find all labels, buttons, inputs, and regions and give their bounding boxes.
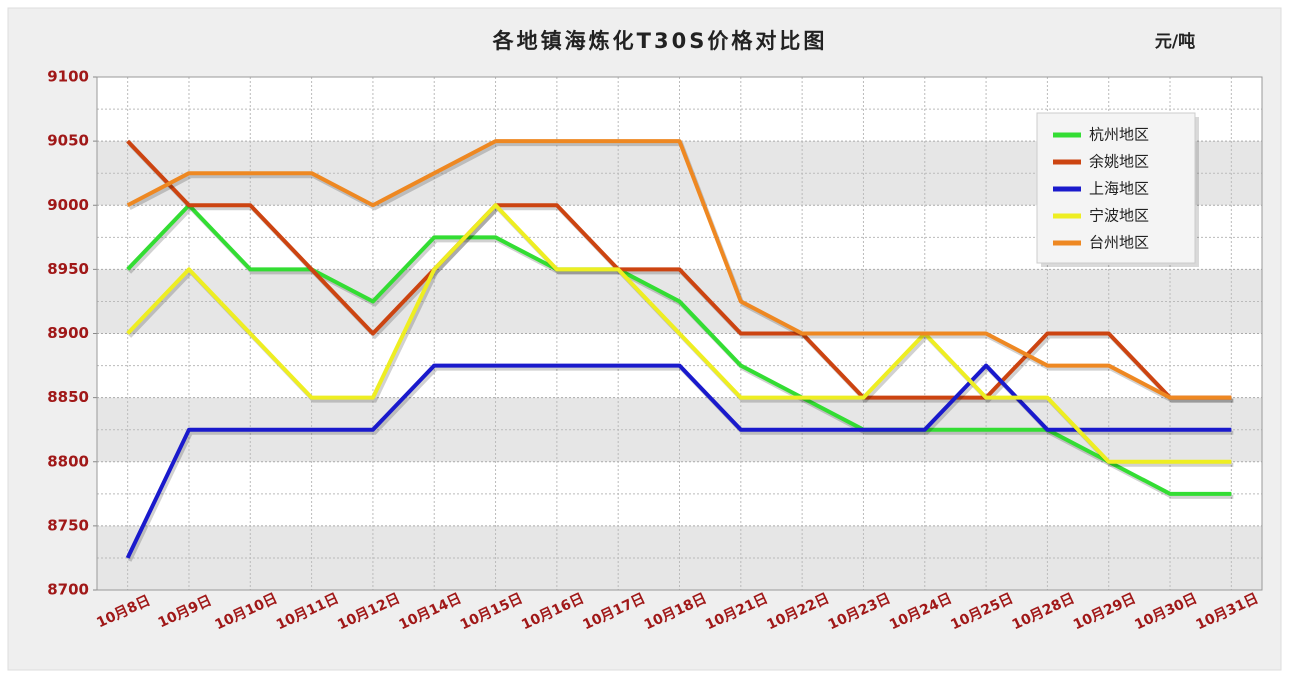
y-tick-label: 9050 <box>47 132 89 150</box>
y-tick-label: 9000 <box>47 196 89 214</box>
line-series <box>125 363 1232 559</box>
unit-label: 元/吨 <box>1155 31 1195 52</box>
y-tick-label: 8700 <box>47 581 89 599</box>
y-tick-label: 9100 <box>47 68 89 86</box>
legend-label: 上海地区 <box>1089 180 1149 198</box>
chart-title: 各地镇海炼化T30S价格对比图 <box>492 29 828 53</box>
plot-border <box>96 76 1263 591</box>
legend-label: 杭州地区 <box>1089 126 1149 144</box>
line-series <box>126 203 1232 464</box>
y-tick-label: 8850 <box>47 388 89 406</box>
y-tick-label: 8750 <box>47 516 89 534</box>
y-tick-label: 8950 <box>47 260 89 278</box>
line-series <box>126 139 1232 400</box>
y-tick-label: 8800 <box>47 452 89 470</box>
legend-label: 宁波地区 <box>1089 207 1149 225</box>
legend-label: 余姚地区 <box>1089 153 1149 171</box>
legend-label: 台州地区 <box>1089 234 1149 252</box>
line-series <box>126 139 1232 400</box>
y-tick-label: 8900 <box>47 324 89 342</box>
